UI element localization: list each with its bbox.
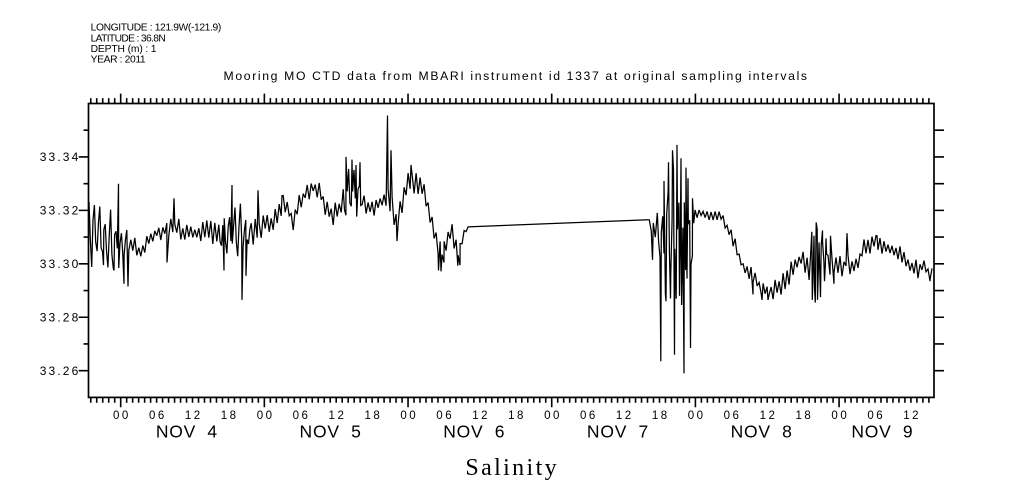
svg-text:NOV 9: NOV 9 (851, 422, 913, 442)
svg-text:18: 18 (652, 410, 670, 422)
svg-text:12: 12 (760, 410, 778, 422)
svg-text:12: 12 (616, 410, 634, 422)
svg-text:NOV 7: NOV 7 (587, 422, 649, 442)
svg-text:00: 00 (113, 410, 131, 422)
svg-text:NOV 8: NOV 8 (731, 422, 793, 442)
svg-text:06: 06 (580, 410, 598, 422)
svg-text:06: 06 (436, 410, 454, 422)
svg-text:06: 06 (293, 410, 311, 422)
svg-text:33.26: 33.26 (40, 364, 81, 378)
svg-text:Salinity: Salinity (465, 455, 559, 481)
svg-text:NOV 6: NOV 6 (443, 422, 505, 442)
svg-text:00: 00 (544, 410, 562, 422)
svg-text:Mooring MO CTD data from MBARI: Mooring MO CTD data from MBARI instrumen… (224, 69, 809, 83)
svg-text:06: 06 (724, 410, 742, 422)
svg-text:33.32: 33.32 (40, 204, 81, 218)
svg-text:00: 00 (688, 410, 706, 422)
svg-text:DEPTH (m) : 1: DEPTH (m) : 1 (91, 44, 157, 55)
svg-text:00: 00 (831, 410, 849, 422)
svg-text:06: 06 (149, 410, 167, 422)
svg-text:18: 18 (796, 410, 814, 422)
svg-text:06: 06 (867, 410, 885, 422)
svg-text:12: 12 (185, 410, 203, 422)
svg-text:18: 18 (364, 410, 382, 422)
svg-text:33.28: 33.28 (40, 310, 81, 324)
svg-text:LATITUDE : 36.8N: LATITUDE : 36.8N (91, 33, 166, 44)
svg-text:18: 18 (221, 410, 239, 422)
svg-text:33.34: 33.34 (40, 150, 81, 164)
svg-text:00: 00 (400, 410, 418, 422)
svg-text:NOV 5: NOV 5 (300, 422, 362, 442)
svg-text:00: 00 (257, 410, 275, 422)
svg-text:NOV 4: NOV 4 (156, 422, 218, 442)
svg-text:LONGITUDE : 121.9W(-121.9): LONGITUDE : 121.9W(-121.9) (91, 23, 221, 34)
svg-text:12: 12 (472, 410, 490, 422)
svg-text:18: 18 (508, 410, 526, 422)
svg-text:33.30: 33.30 (40, 257, 81, 271)
svg-text:YEAR : 2011: YEAR : 2011 (91, 55, 146, 66)
svg-text:12: 12 (329, 410, 347, 422)
svg-text:12: 12 (903, 410, 921, 422)
